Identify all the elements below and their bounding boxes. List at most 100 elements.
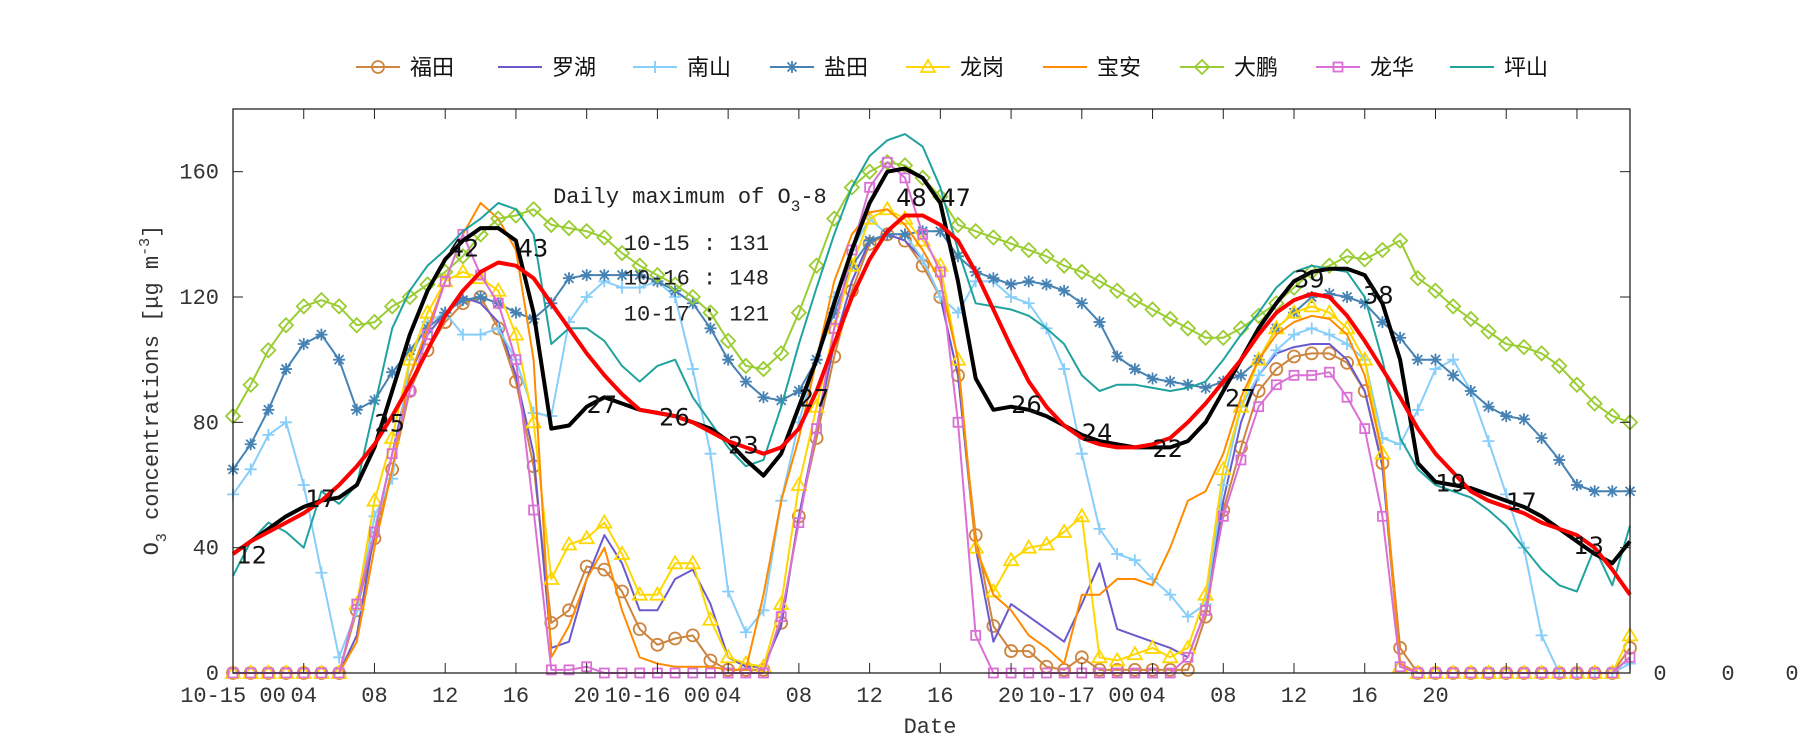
data-point — [1515, 338, 1533, 356]
data-point — [1181, 610, 1194, 623]
series-line — [231, 213, 1632, 596]
data-point — [297, 338, 310, 350]
data-point — [1108, 282, 1126, 300]
data-point — [1110, 662, 1125, 677]
data-point — [489, 210, 507, 227]
data-point — [280, 416, 293, 429]
data-point — [1073, 507, 1091, 523]
data-point — [1075, 297, 1088, 310]
data-point — [1126, 291, 1144, 309]
data-point — [1427, 282, 1444, 300]
data-point — [1323, 366, 1335, 378]
x-axis-label: Date — [904, 715, 957, 740]
data-point — [1214, 460, 1232, 476]
data-point — [1144, 301, 1161, 318]
data-point — [1002, 551, 1020, 567]
data-point — [952, 416, 964, 428]
legend-marker-triangle-icon — [919, 58, 937, 73]
data-point — [1304, 346, 1319, 361]
data-point — [828, 306, 841, 319]
data-point — [1303, 297, 1321, 313]
data-point — [631, 585, 649, 601]
data-point — [684, 554, 702, 570]
value-annotation: 13 — [1573, 532, 1604, 560]
value-annotation: 43 — [518, 234, 549, 262]
data-point — [489, 281, 507, 297]
data-point — [262, 403, 275, 416]
x-tick-label: 20 — [573, 684, 599, 709]
data-point — [1550, 357, 1568, 375]
value-annotation: 12 — [237, 541, 268, 569]
data-point — [843, 179, 861, 196]
textbox-title: Daily maximum of O3-8 — [553, 185, 827, 216]
data-point — [808, 257, 825, 274]
data-point — [790, 304, 808, 321]
x-tick-label: 16 — [503, 684, 529, 709]
plot-frame — [232, 108, 1631, 674]
x-tick-label: 12 — [1281, 684, 1307, 709]
data-point — [350, 403, 363, 416]
daily-max-textbox: Daily maximum of O3-8 10-15 : 131 10-16 : … — [553, 185, 827, 328]
data-point — [297, 479, 310, 491]
data-point — [1126, 645, 1144, 661]
data-point — [985, 229, 1002, 246]
data-point — [528, 504, 540, 516]
x-tick-label: 10-15 00 — [180, 684, 286, 709]
data-point — [1143, 639, 1162, 654]
data-point — [1128, 363, 1141, 376]
data-point — [277, 316, 295, 334]
data-point — [616, 281, 629, 294]
data-point — [704, 447, 717, 460]
data-point — [1250, 307, 1267, 325]
data-point — [403, 344, 416, 357]
legend-marker-asterisk-icon — [786, 61, 798, 73]
data-point — [1199, 381, 1212, 394]
y-tick-label: 160 — [179, 161, 219, 186]
data-point — [1091, 273, 1108, 290]
data-point — [1394, 661, 1406, 673]
data-point — [348, 316, 366, 334]
stray-tick-label: 0 — [1721, 662, 1734, 687]
data-point — [1409, 269, 1427, 287]
legend-label: 龙岗 — [960, 56, 1004, 81]
data-point — [386, 366, 399, 379]
data-point — [1215, 329, 1232, 347]
value-annotation: 17 — [306, 485, 337, 513]
data-point — [881, 156, 893, 168]
data-point — [315, 328, 328, 341]
data-point — [422, 329, 433, 341]
data-point — [1197, 329, 1214, 347]
data-point — [580, 269, 593, 282]
data-point — [1464, 385, 1477, 397]
y-tick-label: 0 — [206, 662, 219, 687]
data-point — [1497, 335, 1515, 353]
data-point — [1020, 241, 1038, 259]
value-annotation: 22 — [1153, 435, 1184, 463]
value-annotation: 27 — [1225, 385, 1256, 413]
data-point — [1182, 651, 1194, 663]
data-point — [1235, 454, 1247, 466]
data-point — [1073, 263, 1091, 281]
data-point — [1288, 369, 1300, 381]
data-point — [1217, 510, 1229, 522]
data-point — [649, 266, 666, 284]
data-point — [1570, 479, 1583, 491]
data-point — [792, 385, 805, 397]
data-point — [952, 250, 965, 263]
data-point — [578, 222, 595, 240]
x-tick-label: 20 — [1422, 684, 1448, 709]
x-tick-label: 10-16 00 — [605, 684, 711, 709]
x-tick-label: 04 — [291, 684, 317, 709]
data-point — [1341, 391, 1353, 403]
data-point — [633, 269, 646, 282]
data-point — [1108, 651, 1126, 667]
data-point — [1090, 648, 1109, 664]
legend-marker-diamond-icon — [1193, 58, 1211, 76]
data-point — [543, 216, 560, 234]
value-annotation: 24 — [1082, 419, 1113, 447]
data-point — [525, 200, 542, 218]
data-point — [244, 438, 257, 451]
data-point — [775, 394, 788, 407]
legend-item: 坪山 — [1450, 56, 1548, 81]
series-district-3 — [227, 225, 1636, 498]
